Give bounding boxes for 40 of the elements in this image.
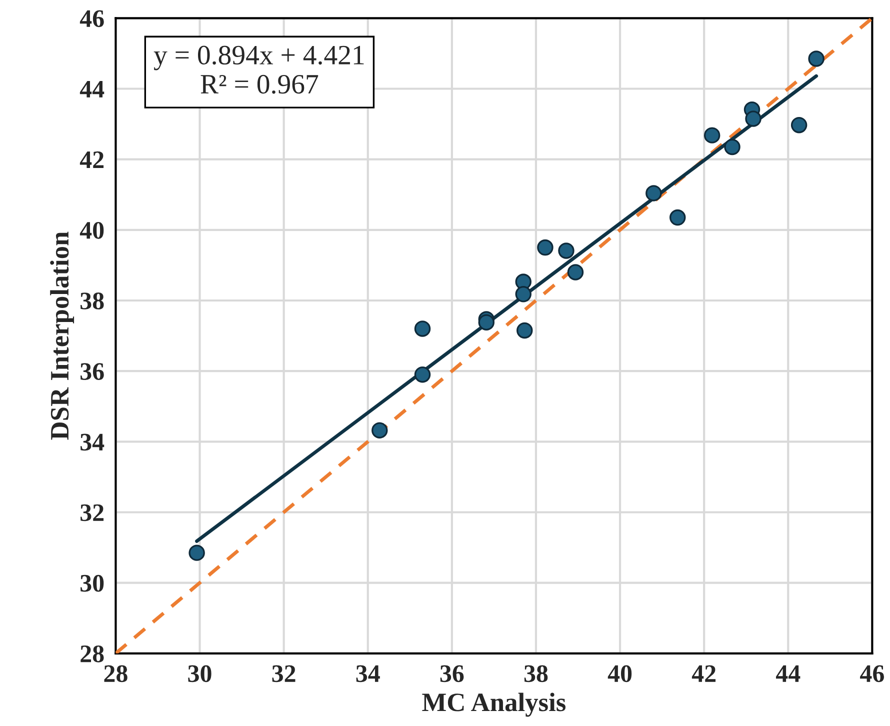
point bbox=[790, 116, 808, 134]
point bbox=[478, 314, 495, 330]
point bbox=[669, 209, 686, 226]
y-tick-label: 30 bbox=[80, 574, 104, 592]
x-tick-label: 40 bbox=[608, 665, 632, 682]
point bbox=[808, 50, 824, 67]
point bbox=[188, 544, 205, 561]
point bbox=[646, 185, 662, 202]
x-tick-label: 38 bbox=[524, 665, 548, 682]
y-tick-label: 28 bbox=[80, 645, 104, 662]
point bbox=[515, 286, 532, 302]
y-tick-label: 40 bbox=[80, 222, 104, 239]
point bbox=[537, 239, 554, 256]
y-tick-label: 38 bbox=[80, 292, 104, 310]
y-tick-label: 36 bbox=[80, 363, 104, 380]
point bbox=[558, 242, 574, 259]
x-tick-label: 32 bbox=[272, 665, 296, 682]
point bbox=[745, 110, 762, 127]
point bbox=[414, 320, 431, 337]
x-tick-label: 46 bbox=[860, 665, 884, 682]
point bbox=[704, 127, 720, 144]
point bbox=[414, 366, 431, 383]
annotation: y = 0.894x + 4.421 R² = 0.967 bbox=[154, 46, 364, 94]
point bbox=[567, 264, 584, 280]
y-tick-label: 34 bbox=[80, 434, 104, 451]
y-tick-label: 44 bbox=[80, 80, 104, 98]
point bbox=[372, 422, 388, 438]
x-tick-label: 34 bbox=[356, 665, 380, 682]
y-axis-title: DSR Interpolation bbox=[50, 232, 74, 440]
y-tick-label: 32 bbox=[80, 504, 104, 522]
y-tick-label: 42 bbox=[80, 151, 104, 168]
y-tick-label: 46 bbox=[80, 10, 104, 28]
point bbox=[516, 322, 533, 339]
x-tick-label: 42 bbox=[692, 665, 716, 682]
x-tick-label: 28 bbox=[104, 665, 128, 682]
x-axis-title: MC Analysis bbox=[422, 692, 566, 717]
x-tick-label: 44 bbox=[776, 665, 800, 682]
x-tick-label: 36 bbox=[440, 665, 464, 682]
point bbox=[724, 138, 740, 156]
x-tick-label: 30 bbox=[188, 665, 212, 682]
